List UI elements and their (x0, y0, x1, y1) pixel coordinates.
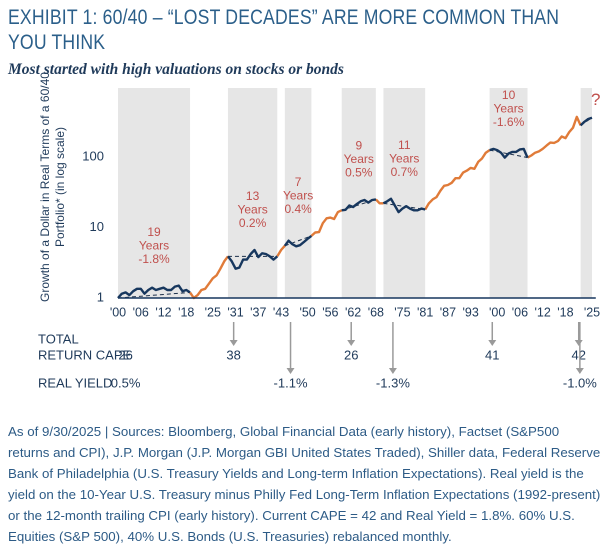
row-value: -1.1% (274, 375, 308, 390)
x-tick-label: '00 (110, 305, 126, 319)
lost-decade-shade (284, 88, 312, 298)
y-tick-label: 1 (97, 289, 104, 304)
trend-line (117, 291, 191, 299)
arrow-head (488, 340, 497, 346)
x-tick-label: '43 (273, 305, 289, 319)
row-value: -1.3% (376, 375, 410, 390)
period-label: 0.4% (284, 202, 312, 216)
lost-decade-shade (341, 88, 376, 298)
x-tick-label: '37 (250, 305, 266, 319)
period-label: 0.2% (239, 216, 267, 230)
x-tick-label: '62 (345, 305, 361, 319)
period-label: Years (389, 151, 419, 165)
row-value: 26 (344, 347, 358, 362)
x-tick-label: '00 (489, 305, 505, 319)
row-value: 0.5% (111, 375, 141, 390)
x-tick-label: '31 (227, 305, 243, 319)
period-label: Years (237, 203, 267, 217)
x-tick-label: '18 (178, 305, 194, 319)
row-label: REAL YIELD (38, 375, 112, 390)
y-tick-label: 100 (82, 148, 104, 163)
x-tick-label: '12 (155, 305, 171, 319)
period-label: Years (283, 189, 313, 203)
arrow-head (347, 340, 356, 346)
y-tick-label: 10 (90, 219, 104, 234)
period-label: Years (493, 102, 523, 116)
row-value: 26 (118, 347, 132, 362)
period-label: ? (591, 90, 600, 109)
chart: 1 10 100 '00 '06 '12 '18 '25 '31 '37 '43 '50 '56 '62 '… (38, 88, 601, 390)
lost-decade-shade (383, 88, 426, 298)
row-value: 38 (226, 347, 240, 362)
x-tick-label: '93 (463, 305, 479, 319)
x-tick-label: '81 (417, 305, 433, 319)
arrow-head (575, 368, 584, 374)
period-label: 10 (502, 88, 516, 102)
x-tick-label: '25 (584, 305, 600, 319)
period-label: 7 (295, 175, 302, 189)
x-tick-label: '18 (557, 305, 573, 319)
lost-decade-shade (489, 88, 528, 298)
arrow-head (229, 340, 238, 346)
row-value: 42 (571, 347, 585, 362)
footnote: As of 9/30/2025 | Sources: Bloomberg, Gl… (8, 424, 601, 544)
x-tick-label: '06 (512, 305, 528, 319)
trend-line (284, 235, 312, 247)
period-label: 19 (147, 225, 161, 239)
period-label: -1.8% (138, 252, 170, 266)
period-label: 11 (398, 138, 411, 152)
row-label: TOTAL (38, 331, 79, 346)
y-axis-label: Growth of a Dollar in Real Terms of a 60… (38, 72, 67, 302)
x-tick-label: '50 (299, 305, 315, 319)
period-label: 9 (355, 139, 362, 153)
x-tick-label: '25 (205, 305, 221, 319)
arrow-head (388, 368, 397, 374)
row-value: 41 (485, 347, 499, 362)
lost-decade-shade (580, 88, 592, 298)
x-tick-label: '87 (440, 305, 456, 319)
lost-decade-shade (227, 88, 278, 298)
period-label: 13 (246, 189, 260, 203)
x-tick-label: '12 (535, 305, 551, 319)
period-label: Years (344, 152, 374, 166)
chart-subtitle: Most started with high valuations on sto… (8, 61, 344, 78)
x-tick-label: '68 (368, 305, 384, 319)
x-tick-label: '56 (322, 305, 338, 319)
period-label: -1.6% (493, 115, 525, 129)
series-line (189, 115, 582, 300)
period-label: 0.5% (345, 166, 373, 180)
chart-title: EXHIBIT 1: 60/40 – “LOST DECADES” ARE MO… (8, 6, 560, 54)
row-label: RETURN CAPE (38, 347, 132, 362)
x-tick-label: '06 (133, 305, 149, 319)
lost-decade-shade (118, 88, 191, 298)
arrow-head (286, 368, 295, 374)
series-line (117, 116, 593, 299)
row-value: -1.0% (563, 375, 597, 390)
x-tick-label: '75 (394, 305, 410, 319)
arrow-head (574, 340, 583, 346)
period-label: Years (139, 238, 169, 252)
period-label: 0.7% (391, 165, 419, 179)
